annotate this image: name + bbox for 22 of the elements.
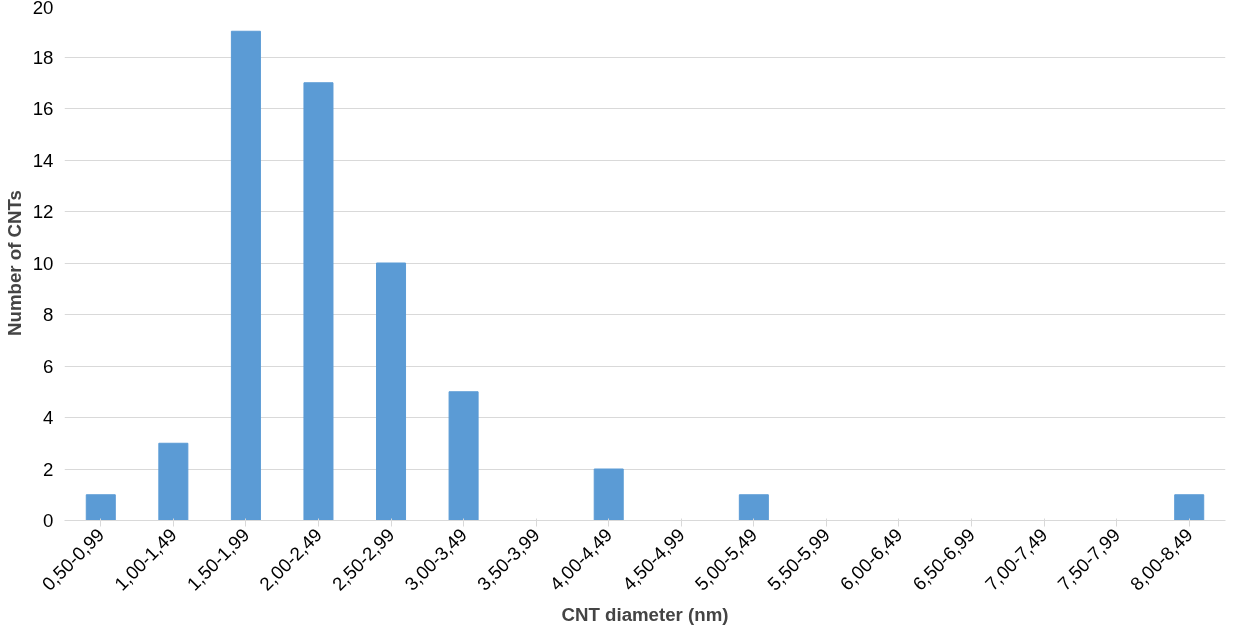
y-tick-label: 10 <box>32 252 54 274</box>
bar <box>230 30 261 521</box>
bar <box>593 468 624 521</box>
y-tick-label: 12 <box>32 201 54 222</box>
bar <box>448 391 479 521</box>
bar <box>738 494 769 521</box>
bar <box>303 82 334 521</box>
y-tick-label: 2 <box>43 458 54 480</box>
y-tick-label: 4 <box>43 407 54 428</box>
bar <box>1174 494 1205 521</box>
y-tick-label: 20 <box>32 0 54 18</box>
bar <box>85 494 116 521</box>
y-tick-label: 16 <box>32 98 54 119</box>
y-tick-label: 6 <box>43 355 54 377</box>
bar <box>158 442 189 521</box>
y-tick-label: 8 <box>43 304 54 325</box>
x-axis-title: CNT diameter (nm) <box>561 604 729 626</box>
bar <box>376 262 407 521</box>
y-tick-label: 18 <box>32 46 54 68</box>
y-tick-label: 0 <box>43 510 54 531</box>
y-axis-title: Number of CNTs <box>3 190 25 336</box>
y-tick-label: 14 <box>32 149 54 171</box>
